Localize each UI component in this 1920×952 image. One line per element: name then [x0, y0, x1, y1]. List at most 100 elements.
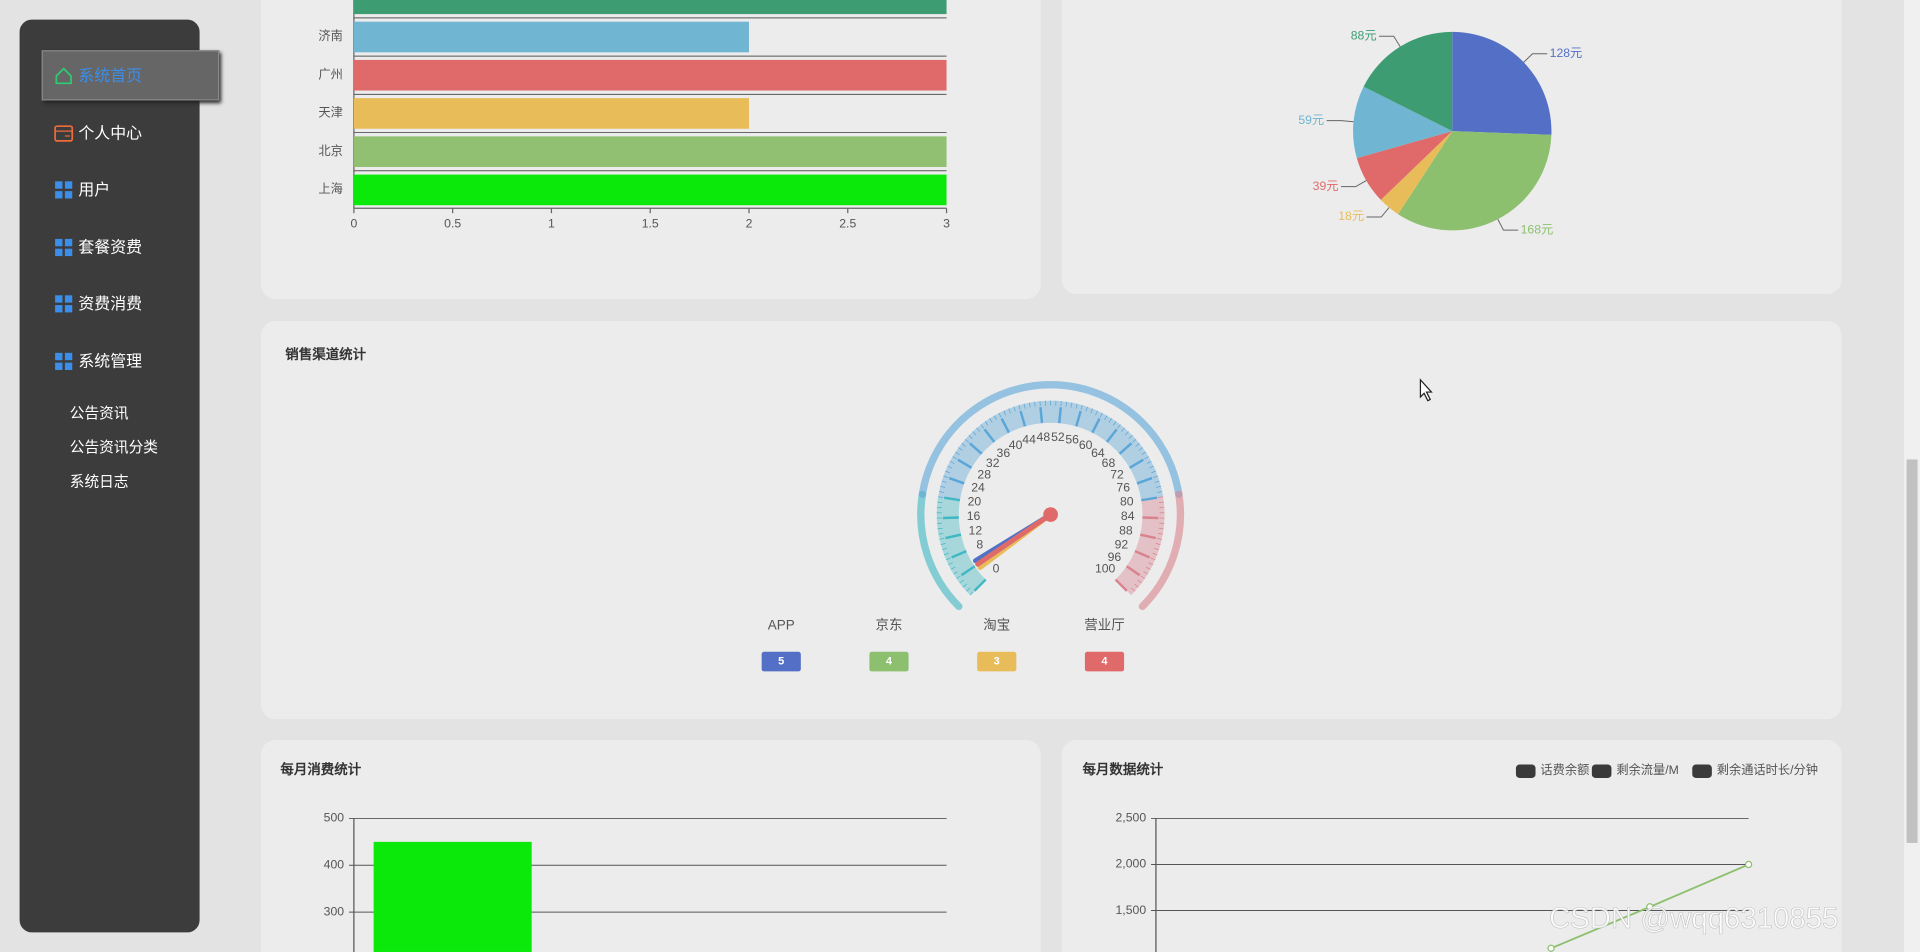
pie-slice — [1398, 131, 1552, 231]
tick-label: 40 — [1009, 438, 1023, 452]
minor-tick — [1143, 571, 1148, 575]
menu-item[interactable]: 系统管理 — [78, 351, 143, 371]
tick — [957, 458, 973, 469]
chart-title: 销售渠道统计 — [285, 346, 366, 362]
y-tick-label: 2,000 — [1116, 857, 1147, 871]
tick-label: 80 — [1120, 495, 1134, 509]
menu-item[interactable]: 用户 — [78, 180, 111, 199]
tick — [1139, 533, 1157, 540]
y-tick-label: 北京 — [318, 144, 342, 158]
data-label: 59元 — [1298, 113, 1324, 127]
y-tick-label: 500 — [324, 811, 345, 825]
bar — [353, 136, 947, 167]
menu-item[interactable]: 个人中心 — [78, 123, 143, 142]
minor-tick — [1156, 485, 1162, 488]
minor-tick — [1075, 403, 1078, 409]
value-label: 3 — [994, 656, 1000, 668]
minor-tick — [1156, 538, 1162, 540]
leader-line — [1523, 53, 1548, 63]
legend-swatch — [1692, 764, 1712, 779]
submenu-item[interactable]: 公告资讯 — [69, 404, 129, 422]
minor-tick — [1132, 438, 1137, 443]
minor-tick — [1137, 579, 1142, 584]
minor-tick — [958, 447, 963, 451]
legend-label: 淘宝 — [983, 618, 1010, 633]
minor-tick — [989, 418, 993, 423]
minor-tick — [1080, 405, 1083, 410]
tick-label: 0 — [993, 561, 1000, 575]
bar — [353, 0, 947, 15]
minor-tick — [959, 579, 964, 584]
pointer-anchor — [1043, 507, 1058, 522]
minor-tick — [952, 456, 958, 460]
minor-tick — [961, 443, 966, 447]
data-label: 88元 — [1351, 28, 1377, 42]
scroll-thumb[interactable] — [1906, 459, 1918, 843]
gauge-band — [938, 400, 1164, 501]
pie-slice — [1356, 131, 1453, 200]
minor-tick — [1152, 552, 1158, 556]
tick-label: 72 — [1110, 468, 1124, 482]
tick-label: 76 — [1116, 481, 1130, 495]
leader-line — [1340, 180, 1367, 188]
y-tick-label: 广州 — [318, 67, 342, 81]
tick — [1114, 578, 1128, 592]
submenu-item[interactable]: 公告资讯分类 — [69, 438, 158, 456]
tick-label: 20 — [968, 495, 982, 509]
minor-tick — [1013, 406, 1016, 412]
point — [1744, 860, 1753, 869]
menu-item[interactable]: 系统首页 — [78, 66, 143, 85]
minor-tick — [1099, 412, 1103, 418]
minor-tick — [962, 583, 967, 588]
value-box — [761, 651, 801, 672]
leader-line — [1326, 120, 1354, 123]
minor-tick — [1154, 547, 1160, 551]
minor-tick — [1134, 583, 1139, 588]
sidebar: 系统首页个人中心用户套餐资费资费消费系统管理公告资讯公告资讯分类 系统日志 — [19, 19, 220, 933]
tick — [948, 476, 965, 485]
minor-tick — [968, 435, 973, 439]
minor-tick — [1138, 447, 1143, 451]
value-label: 4 — [1101, 656, 1108, 668]
tick — [968, 442, 983, 455]
tick-label: 36 — [997, 446, 1011, 460]
tick — [1075, 410, 1082, 427]
minor-tick — [1023, 403, 1026, 409]
menu-item[interactable]: 资费消费 — [78, 294, 143, 313]
y-tick-label: 上海 — [318, 181, 342, 196]
point — [1646, 903, 1654, 911]
minor-tick — [1153, 475, 1158, 478]
y-tick-label: 1,500 — [1116, 903, 1147, 917]
menu-item[interactable]: 套餐资费 — [78, 237, 143, 256]
legend-label: 剩余流量/M — [1616, 762, 1679, 777]
tick — [951, 549, 967, 559]
data-label: 128元 — [1550, 46, 1583, 60]
minor-tick — [942, 547, 948, 551]
menu-icon — [55, 67, 72, 85]
minor-tick — [943, 552, 949, 556]
submenu-item[interactable]: 系统日志 — [69, 472, 129, 491]
minor-tick — [1085, 406, 1088, 412]
minor-tick — [937, 501, 943, 503]
chart-title: 每月数据统计 — [1082, 761, 1163, 777]
minor-tick — [948, 562, 953, 566]
tick-label: 28 — [977, 468, 991, 482]
minor-tick — [969, 591, 974, 596]
minor-tick — [945, 470, 951, 474]
minor-tick — [1028, 402, 1031, 408]
tick — [973, 578, 987, 592]
minor-tick — [955, 451, 960, 456]
minor-tick — [972, 431, 977, 436]
tick-label: 68 — [1102, 456, 1116, 470]
tick-label: 96 — [1108, 550, 1122, 564]
bar — [353, 174, 947, 206]
minor-tick — [939, 538, 945, 540]
minor-tick — [984, 421, 989, 426]
tick-label: 84 — [1121, 509, 1135, 523]
tick-label: 92 — [1115, 537, 1129, 551]
minor-tick — [1034, 401, 1036, 407]
tick-label: 88 — [1119, 524, 1133, 538]
minor-tick — [1148, 562, 1154, 566]
tick-label: 60 — [1079, 438, 1093, 452]
